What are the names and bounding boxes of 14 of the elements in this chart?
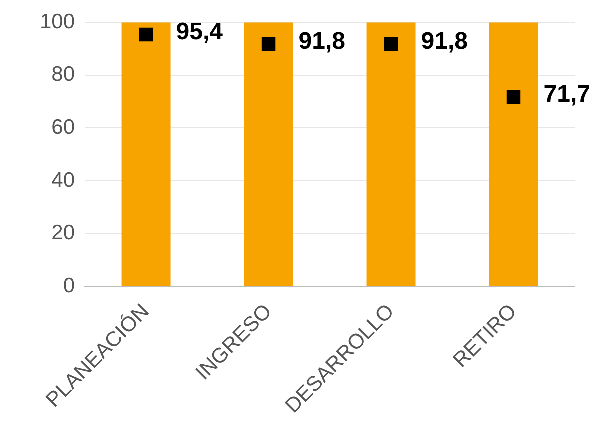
point	[262, 37, 276, 52]
point	[506, 90, 521, 104]
data-label: 71,7	[544, 80, 590, 108]
y-tick-label: 0	[63, 274, 76, 298]
y-tick-label: 20	[52, 222, 76, 245]
point	[139, 28, 154, 42]
y-tick-label: 100	[40, 10, 76, 34]
y-tick-label: 80	[52, 63, 76, 86]
data-label: 91,8	[298, 28, 346, 55]
data-label: 95,4	[176, 18, 224, 46]
data-label: 91,8	[421, 28, 468, 55]
y-tick-label: 40	[52, 168, 76, 192]
point	[384, 37, 398, 52]
y-tick-label: 60	[52, 116, 76, 140]
